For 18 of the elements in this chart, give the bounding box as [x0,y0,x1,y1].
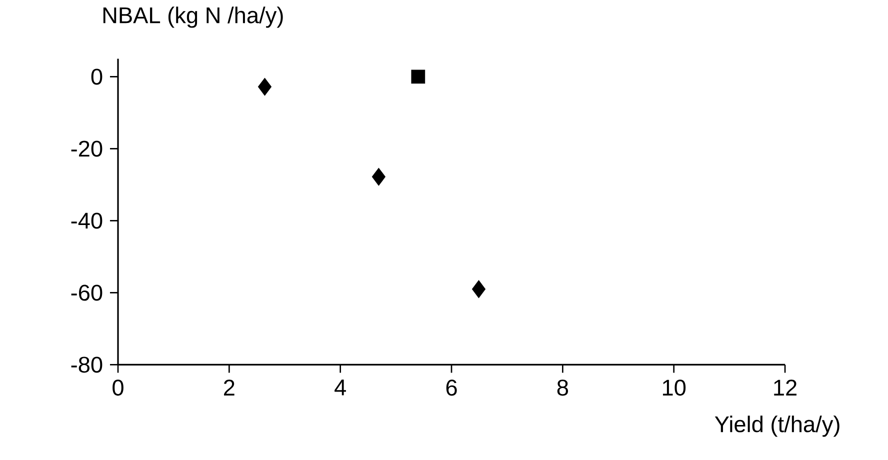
point [372,168,386,186]
x-tick-label: 2 [224,380,234,396]
y-tick-label: -40 [71,212,102,229]
x-tick-label: 6 [446,380,457,396]
x-tick-label: 0 [112,380,124,396]
point [411,70,426,84]
y-tick-label: -20 [71,140,102,157]
x-tick-label: 10 [662,380,686,396]
x-axis-title: Yield (t/ha/y) [714,416,840,437]
x-tick-label: 8 [557,380,568,396]
point [258,78,272,96]
y-tick-label: 0 [91,68,102,85]
y-tick-label: -80 [71,356,102,373]
y-axis-title: NBAL (kg N /ha/y) [103,6,283,28]
x-tick-label: 12 [774,380,796,396]
x-tick-label: 4 [334,380,346,396]
point [472,280,486,298]
y-tick-label: -60 [71,284,102,301]
